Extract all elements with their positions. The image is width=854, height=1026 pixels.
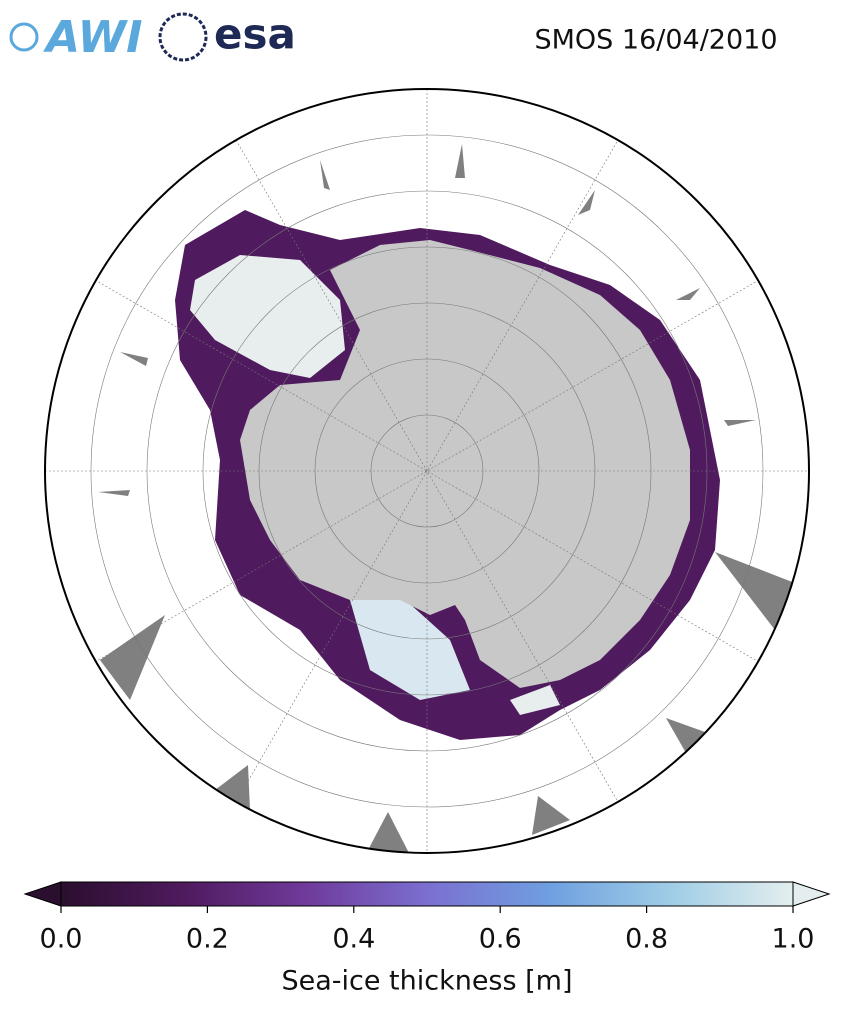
colorbar-tick-label: 0.2 [186, 924, 229, 955]
thick-ice [190, 255, 345, 378]
colorbar: 0.0 0.2 0.4 0.6 0.8 1.0 [23, 881, 831, 955]
thick-ice [350, 595, 470, 700]
esa-globe [158, 12, 208, 62]
continent [240, 240, 690, 688]
colorbar-under [23, 881, 62, 907]
thick-ice [510, 685, 560, 715]
title: SMOS 16/04/2010 [534, 25, 777, 56]
colorbar-tick-label: 0.8 [625, 924, 668, 955]
esa-logo: esa [214, 10, 296, 59]
colorbar-over [792, 881, 831, 907]
logos: AWI esa [9, 10, 296, 63]
colorbar-tick-label: 0.6 [479, 924, 522, 955]
map-frame [44, 88, 810, 854]
colorbar-tick-label: 0.4 [332, 924, 375, 955]
colorbar-label: Sea-ice thickness [m] [281, 966, 572, 997]
awi-logo: AWI [43, 12, 143, 63]
awi-globe [9, 22, 39, 52]
colorbar-tick-label: 0.0 [40, 924, 83, 955]
outside-land [98, 144, 800, 853]
colorbar-tick-label: 1.0 [772, 924, 815, 955]
map [45, 89, 809, 853]
colorbar-body [60, 881, 794, 907]
graticule [45, 89, 809, 853]
